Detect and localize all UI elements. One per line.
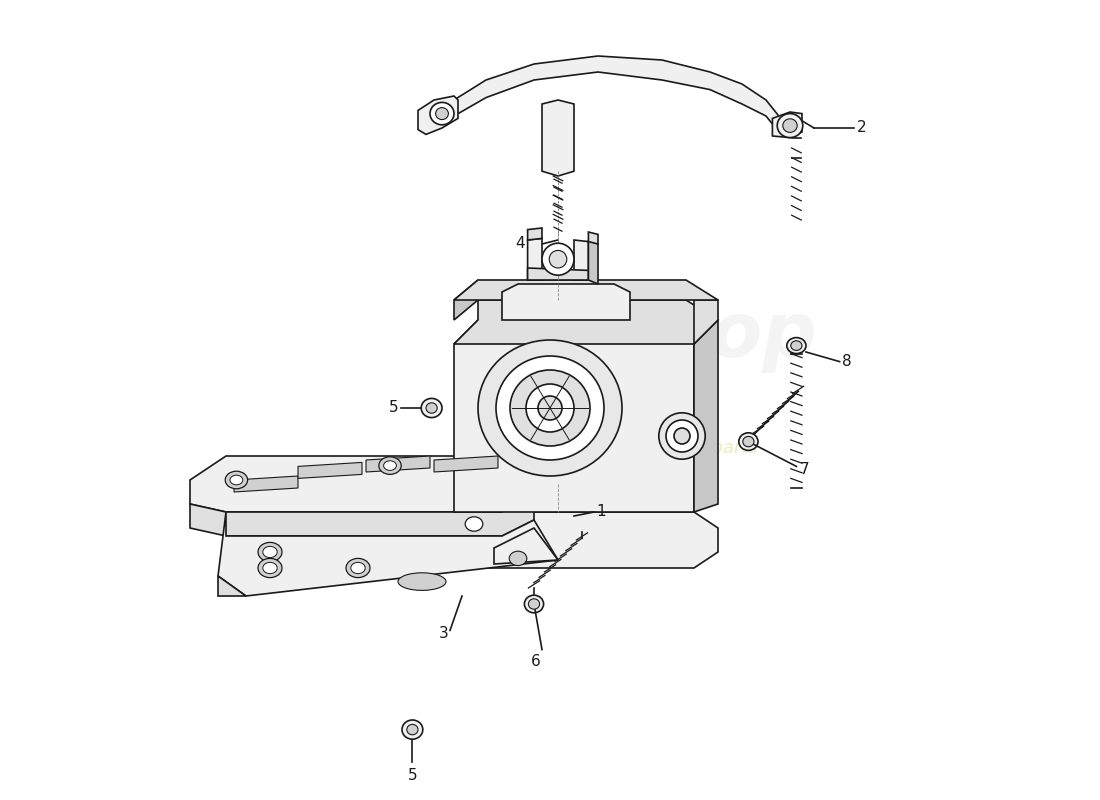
Polygon shape: [366, 456, 430, 472]
Polygon shape: [694, 320, 718, 512]
Text: 7: 7: [800, 462, 810, 477]
Text: 5: 5: [408, 768, 417, 783]
Polygon shape: [528, 268, 588, 280]
Ellipse shape: [509, 551, 527, 566]
Text: 3: 3: [439, 626, 449, 641]
Text: 6: 6: [530, 654, 540, 669]
Ellipse shape: [510, 370, 590, 446]
Ellipse shape: [742, 437, 754, 446]
Polygon shape: [454, 280, 718, 300]
Polygon shape: [588, 240, 598, 284]
Text: ars: ars: [566, 355, 701, 429]
Ellipse shape: [791, 341, 802, 350]
Ellipse shape: [346, 558, 370, 578]
Text: 5: 5: [388, 401, 398, 415]
Ellipse shape: [436, 108, 449, 119]
Polygon shape: [298, 462, 362, 478]
Polygon shape: [190, 496, 534, 536]
Ellipse shape: [478, 340, 622, 476]
Text: 2: 2: [857, 121, 866, 135]
Text: 8: 8: [842, 354, 851, 369]
Ellipse shape: [258, 542, 282, 562]
Polygon shape: [454, 56, 782, 136]
Text: 1: 1: [596, 505, 606, 519]
Ellipse shape: [496, 356, 604, 460]
Ellipse shape: [378, 457, 402, 474]
Polygon shape: [494, 528, 558, 564]
Polygon shape: [418, 96, 458, 134]
Ellipse shape: [674, 428, 690, 444]
Polygon shape: [574, 240, 589, 280]
Polygon shape: [218, 512, 558, 596]
Polygon shape: [772, 112, 802, 138]
Ellipse shape: [430, 102, 454, 125]
Ellipse shape: [398, 573, 446, 590]
Ellipse shape: [783, 119, 798, 132]
Ellipse shape: [538, 396, 562, 420]
Ellipse shape: [230, 475, 243, 485]
Ellipse shape: [263, 546, 277, 558]
Ellipse shape: [351, 562, 365, 574]
Ellipse shape: [407, 725, 418, 734]
Polygon shape: [454, 320, 694, 512]
Polygon shape: [430, 512, 718, 568]
Text: europ: europ: [566, 299, 817, 373]
Ellipse shape: [226, 471, 248, 489]
Ellipse shape: [465, 517, 483, 531]
Ellipse shape: [525, 595, 543, 613]
Ellipse shape: [542, 243, 574, 275]
Ellipse shape: [778, 114, 803, 138]
Ellipse shape: [739, 433, 758, 450]
Ellipse shape: [263, 562, 277, 574]
Text: since 1985: since 1985: [614, 487, 713, 505]
Ellipse shape: [426, 403, 437, 414]
Polygon shape: [528, 238, 542, 280]
Polygon shape: [694, 300, 718, 344]
Ellipse shape: [659, 413, 705, 459]
Text: 4: 4: [515, 237, 525, 251]
Polygon shape: [588, 232, 598, 244]
Polygon shape: [528, 228, 542, 240]
Polygon shape: [542, 100, 574, 176]
Ellipse shape: [421, 398, 442, 418]
Polygon shape: [454, 300, 718, 344]
Ellipse shape: [528, 598, 540, 610]
Ellipse shape: [666, 420, 698, 452]
Polygon shape: [502, 284, 630, 320]
Text: a passion for parts: a passion for parts: [590, 439, 758, 457]
Ellipse shape: [526, 384, 574, 432]
Polygon shape: [218, 576, 246, 596]
Ellipse shape: [258, 558, 282, 578]
Ellipse shape: [402, 720, 422, 739]
Polygon shape: [434, 456, 498, 472]
Ellipse shape: [549, 250, 566, 268]
Polygon shape: [190, 456, 534, 512]
Ellipse shape: [786, 338, 806, 354]
Ellipse shape: [384, 461, 396, 470]
Polygon shape: [454, 280, 478, 320]
Polygon shape: [234, 476, 298, 492]
